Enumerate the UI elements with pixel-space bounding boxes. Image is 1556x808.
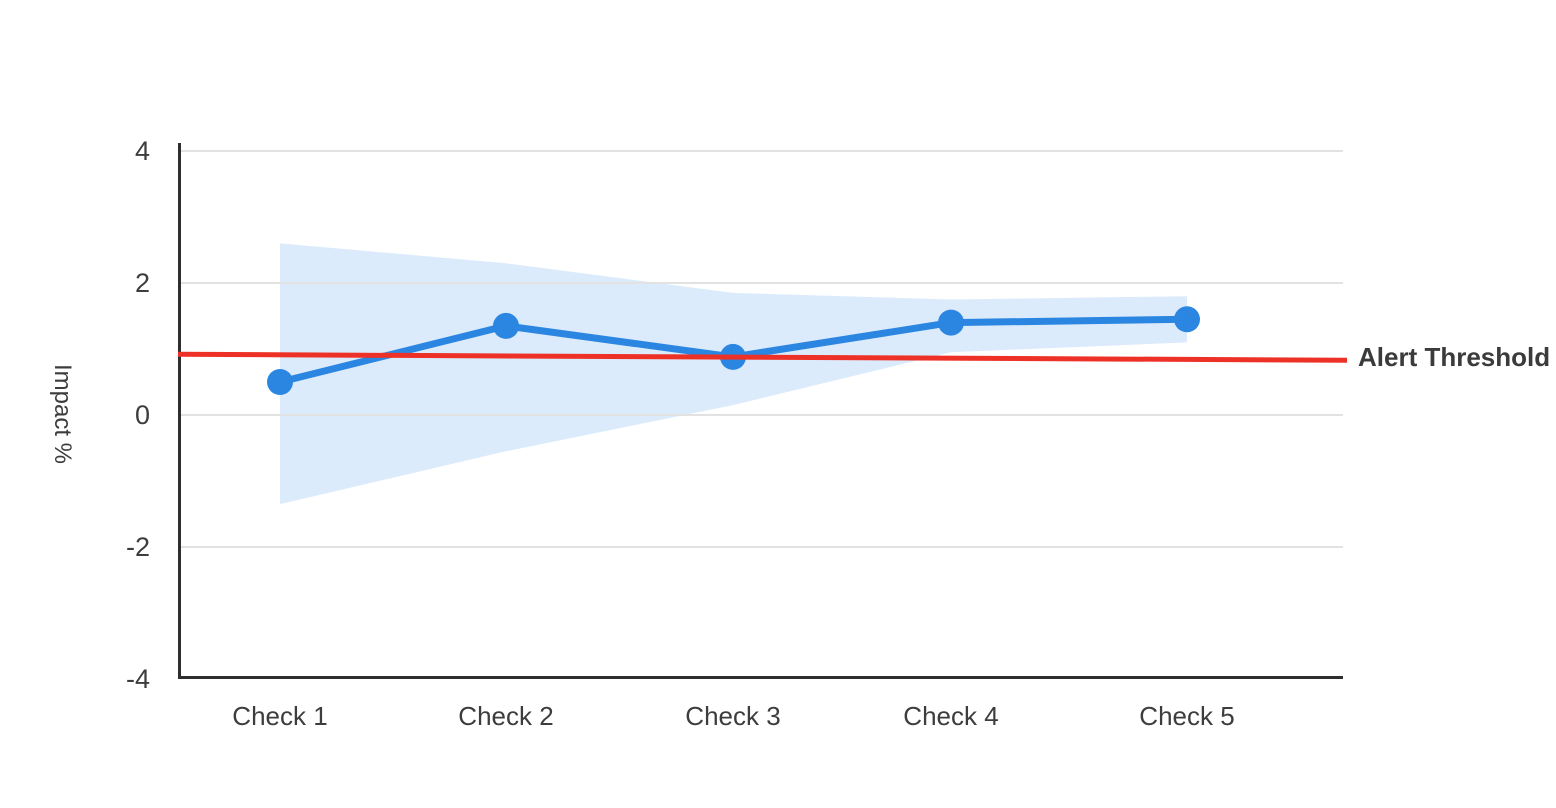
x-tick-label: Check 5 (1139, 701, 1235, 731)
x-tick-label: Check 1 (232, 701, 328, 731)
confidence-band (280, 243, 1187, 505)
y-tick-label: 0 (134, 400, 150, 430)
x-tick-label: Check 3 (685, 701, 781, 731)
y-tick-label: 4 (134, 136, 150, 166)
y-tick-label: -2 (125, 532, 150, 562)
threshold-label: Alert Threshold (1358, 342, 1551, 373)
data-point-marker (1174, 306, 1200, 333)
data-point-marker (267, 369, 293, 395)
y-tick-label: -4 (125, 664, 150, 694)
plot-area (177, 143, 1348, 679)
data-point-marker (493, 312, 519, 339)
y-tick-label: 2 (134, 268, 150, 298)
data-point-marker (938, 309, 964, 336)
threshold-line (177, 351, 1348, 363)
x-tick-label: Check 4 (903, 701, 999, 731)
x-tick-label: Check 2 (458, 701, 554, 731)
